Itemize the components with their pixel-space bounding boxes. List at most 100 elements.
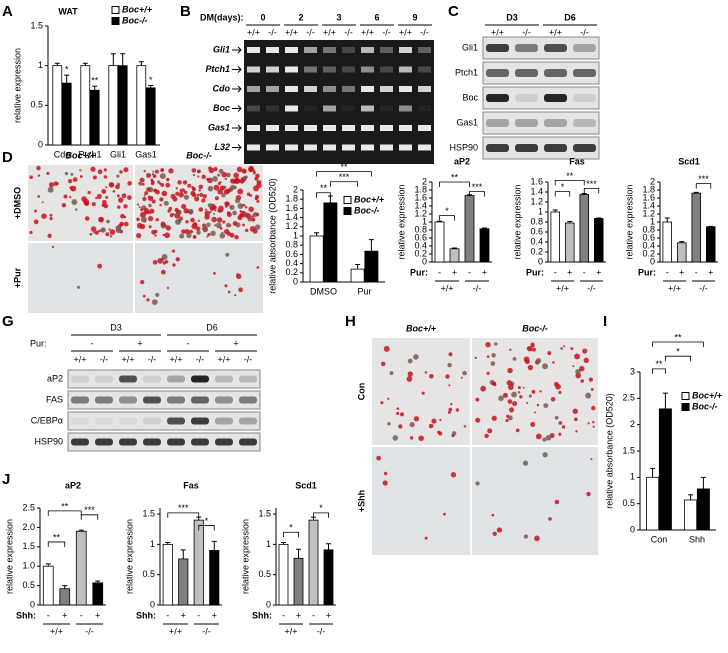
stain-dot (547, 351, 551, 355)
stain-dot (503, 393, 508, 398)
stain-dot (486, 372, 489, 375)
stain-dot (47, 234, 51, 238)
blot-band (544, 119, 567, 127)
stain-dot (143, 295, 146, 298)
stain-dot (443, 513, 446, 516)
blot-row-label: HSP90 (449, 142, 478, 152)
blot-band (515, 69, 538, 77)
stain-dot (512, 401, 517, 406)
gel-row-label: Cdo (213, 83, 231, 93)
y-tick-label: 2 (630, 419, 635, 429)
stain-dot (243, 170, 246, 173)
stain-dot (177, 180, 182, 185)
stain-dot (497, 527, 502, 532)
gel-band (247, 125, 260, 131)
y-tick-label: 0.6 (530, 226, 543, 236)
stain-dot (243, 176, 247, 180)
stain-dot (574, 418, 578, 422)
stain-dot (462, 371, 467, 376)
stain-dot (562, 425, 565, 428)
stain-dot (240, 214, 242, 216)
stain-dot (193, 235, 197, 239)
significance-label: ** (655, 359, 663, 369)
day-label: 6 (374, 12, 379, 22)
stain-dot (163, 261, 166, 264)
stain-dot (93, 175, 97, 179)
stain-dot (212, 217, 215, 220)
gel-row-label: Ptch1 (205, 64, 230, 74)
stain-dot (62, 203, 66, 207)
y-tick-label: 1.4 (530, 186, 543, 196)
bar (324, 203, 337, 282)
blot-row-label: aP2 (47, 373, 63, 383)
stain-dot (591, 388, 594, 391)
stain-dot (383, 480, 388, 485)
stain-dot (480, 386, 486, 392)
stain-dot (123, 167, 128, 172)
bar (60, 589, 70, 605)
legend-label: Boc+/+ (122, 4, 153, 14)
stain-dot (575, 430, 577, 432)
panel-letter: J (2, 471, 10, 488)
legend-swatch (344, 197, 351, 204)
stain-dot (113, 190, 116, 193)
blot-band (239, 376, 257, 383)
stain-dot (456, 408, 459, 411)
legend-label: Boc-/- (692, 401, 718, 411)
gel-band (342, 47, 355, 53)
blot-band (143, 376, 161, 383)
chart-title: aP2 (65, 480, 81, 490)
stain-dot (400, 412, 404, 416)
row-label: +Shh (356, 490, 366, 512)
stain-dot (429, 374, 434, 379)
blot-band (95, 439, 113, 446)
stain-dot (236, 274, 241, 279)
y-axis-label: relative expression (124, 519, 134, 594)
stain-dot (151, 182, 154, 185)
genotype-label: -/- (244, 354, 253, 364)
stain-dot (223, 186, 226, 189)
stain-dot (425, 537, 428, 540)
stain-dot (380, 401, 383, 404)
legend-label: Boc-/- (122, 15, 148, 25)
gel-band (361, 125, 374, 131)
group-label: +/+ (668, 283, 681, 293)
blot-row-label: Gli1 (462, 42, 478, 52)
blot-band (191, 439, 209, 446)
stain-dot (256, 181, 259, 184)
x-tick-label: Gas1 (135, 149, 157, 159)
stain-dot (153, 190, 155, 192)
gel-band (304, 86, 317, 92)
stain-dot (71, 189, 73, 191)
stain-dot (105, 186, 107, 188)
stain-dot (414, 416, 419, 421)
stain-dot (584, 358, 589, 363)
stain-dot (537, 404, 539, 406)
stain-dot (513, 357, 517, 361)
stain-dot (387, 398, 389, 400)
group-label: +/+ (50, 626, 63, 636)
y-tick-label: 1 (630, 472, 635, 482)
stain-dot (491, 353, 495, 357)
stain-dot (227, 232, 231, 236)
stain-dot (492, 514, 495, 517)
x-tick-label: - (47, 610, 50, 620)
stain-dot (190, 218, 195, 223)
stain-dot (588, 422, 590, 424)
stain-dot (186, 233, 191, 238)
significance-label: *** (84, 505, 95, 515)
y-tick-label: 0.5 (30, 100, 43, 110)
stain-dot (255, 213, 259, 217)
bar (365, 251, 378, 282)
stain-dot (452, 431, 456, 435)
y-tick-label: 0.5 (22, 580, 35, 590)
stain-dot (71, 199, 77, 205)
stain-dot (543, 403, 548, 408)
gel-band (418, 125, 431, 131)
significance-label: ** (674, 332, 682, 342)
stain-dot (212, 176, 218, 182)
significance-label: *** (698, 174, 709, 184)
gel-band (266, 106, 279, 112)
stain-dot (164, 232, 170, 238)
genotype-label: -/- (420, 27, 429, 37)
